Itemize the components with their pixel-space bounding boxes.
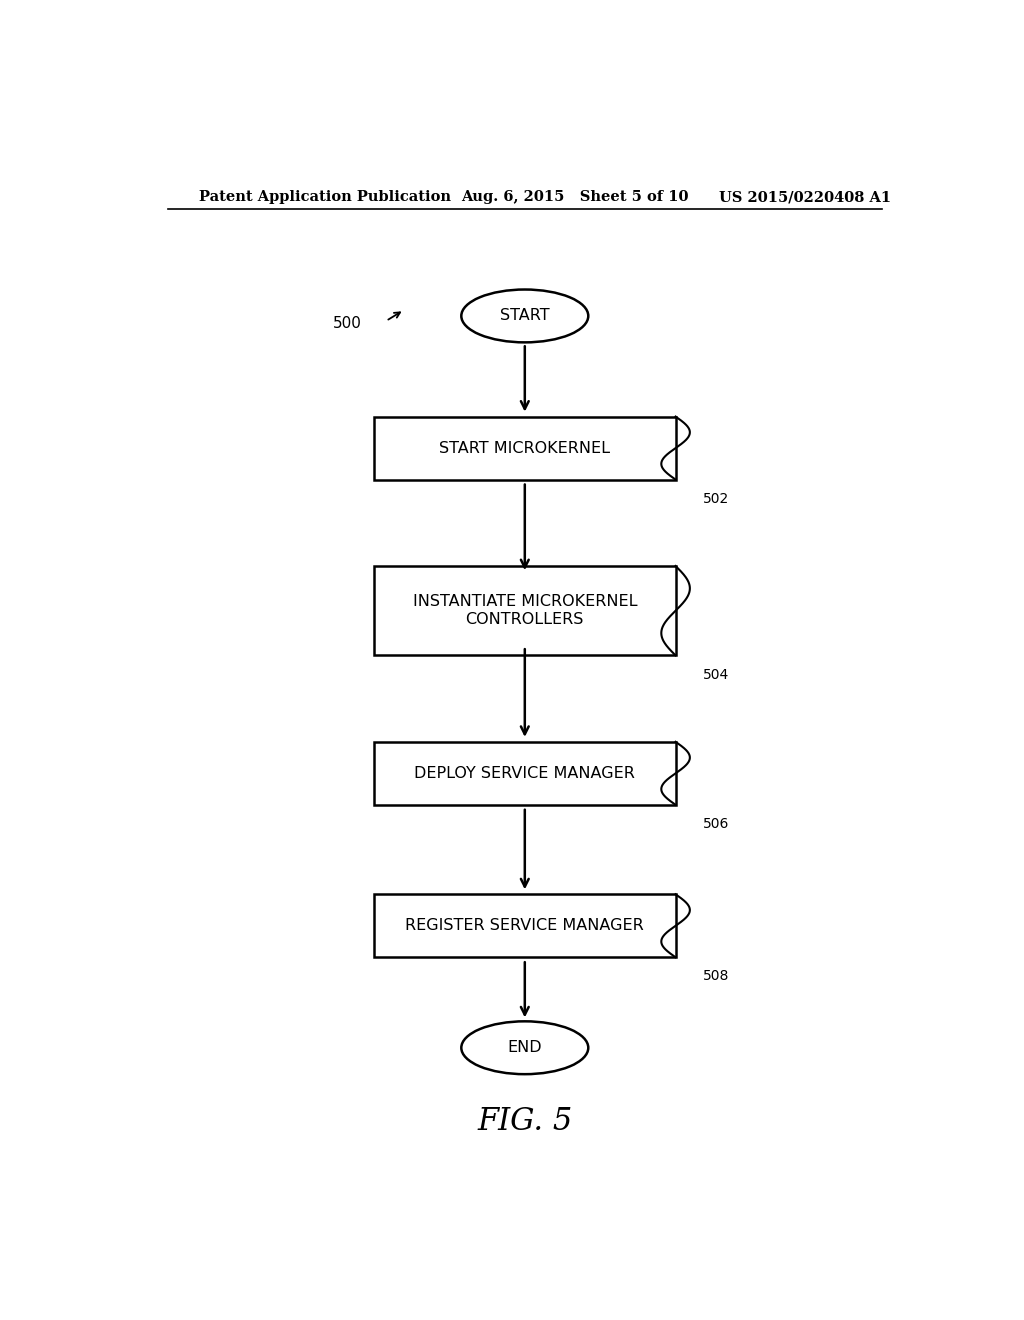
Text: FIG. 5: FIG. 5 [477,1106,572,1138]
Text: REGISTER SERVICE MANAGER: REGISTER SERVICE MANAGER [406,919,644,933]
Text: Aug. 6, 2015   Sheet 5 of 10: Aug. 6, 2015 Sheet 5 of 10 [461,190,689,205]
Text: START MICROKERNEL: START MICROKERNEL [439,441,610,455]
Text: 508: 508 [703,969,730,983]
Text: 502: 502 [703,492,730,506]
Text: DEPLOY SERVICE MANAGER: DEPLOY SERVICE MANAGER [415,766,635,781]
Text: US 2015/0220408 A1: US 2015/0220408 A1 [719,190,891,205]
Text: Patent Application Publication: Patent Application Publication [200,190,452,205]
Text: 500: 500 [333,315,362,330]
Text: END: END [508,1040,542,1055]
Text: 506: 506 [703,817,730,832]
Text: START: START [500,309,550,323]
Text: 504: 504 [703,668,730,681]
Text: INSTANTIATE MICROKERNEL
CONTROLLERS: INSTANTIATE MICROKERNEL CONTROLLERS [413,594,637,627]
